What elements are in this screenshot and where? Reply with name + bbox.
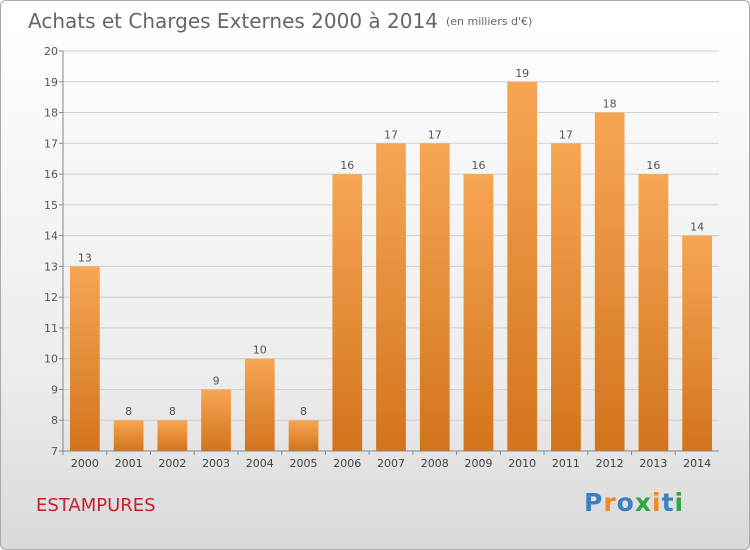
y-tick-label: 17 xyxy=(44,137,58,150)
bar xyxy=(69,266,100,451)
x-tick-label: 2002 xyxy=(158,457,186,470)
y-tick-label: 18 xyxy=(44,107,58,120)
data-label: 19 xyxy=(515,67,529,80)
y-tick-label: 8 xyxy=(51,414,58,427)
logo-letter: i xyxy=(652,488,662,517)
data-label: 18 xyxy=(603,98,617,111)
y-tick-label: 10 xyxy=(44,353,58,366)
bar xyxy=(419,143,450,452)
x-tick-label: 2005 xyxy=(290,457,318,470)
y-tick-label: 12 xyxy=(44,291,58,304)
y-tick-label: 20 xyxy=(44,45,58,58)
data-label: 16 xyxy=(340,159,354,172)
bar xyxy=(463,174,494,452)
logo-letter: i xyxy=(674,488,685,517)
y-tick-label: 16 xyxy=(44,168,58,181)
data-label: 16 xyxy=(471,159,485,172)
bar xyxy=(244,358,275,451)
x-tick-label: 2007 xyxy=(377,457,405,470)
x-tick-label: 2001 xyxy=(115,457,143,470)
x-tick-label: 2004 xyxy=(246,457,274,470)
x-tick-label: 2014 xyxy=(683,457,711,470)
logo-letter: o xyxy=(616,488,635,517)
x-tick-label: 2006 xyxy=(333,457,361,470)
bar xyxy=(113,420,144,451)
logo-letter: t xyxy=(661,488,675,517)
data-label: 17 xyxy=(559,128,573,141)
x-tick-label: 2010 xyxy=(508,457,536,470)
x-tick-label: 2009 xyxy=(464,457,492,470)
y-tick-label: 13 xyxy=(44,260,58,273)
x-tick-label: 2013 xyxy=(639,457,667,470)
logo-letter: x xyxy=(634,488,652,517)
y-tick-label: 15 xyxy=(44,199,58,212)
data-label: 8 xyxy=(300,405,307,418)
y-tick-label: 9 xyxy=(51,383,58,396)
data-label: 8 xyxy=(125,405,132,418)
bar xyxy=(332,174,363,452)
y-tick-label: 11 xyxy=(44,322,58,335)
bar xyxy=(507,81,538,452)
chart-title: Achats et Charges Externes 2000 à 2014 (e… xyxy=(28,9,532,33)
x-tick-label: 2003 xyxy=(202,457,230,470)
data-label: 8 xyxy=(169,405,176,418)
x-tick-label: 2012 xyxy=(596,457,624,470)
data-label: 17 xyxy=(384,128,398,141)
bar xyxy=(157,420,188,451)
bar xyxy=(682,235,713,451)
bar xyxy=(288,420,319,451)
x-tick-label: 2008 xyxy=(421,457,449,470)
bar xyxy=(376,143,406,452)
x-tick-label: 2011 xyxy=(552,457,580,470)
bar xyxy=(594,112,625,452)
data-label: 9 xyxy=(213,374,220,387)
unit-label: (en milliers d'€) xyxy=(445,15,533,28)
data-label: 14 xyxy=(690,221,704,234)
bar xyxy=(638,174,669,452)
x-tick-label: 2000 xyxy=(71,457,99,470)
bar xyxy=(551,143,581,452)
data-label: 17 xyxy=(428,128,442,141)
data-label: 13 xyxy=(78,251,92,264)
y-tick-label: 19 xyxy=(44,76,58,89)
data-label: 16 xyxy=(646,159,660,172)
location-label: ESTAMPURES xyxy=(36,495,156,516)
chart-title-text: Achats et Charges Externes 2000 à 2014 xyxy=(28,9,438,33)
y-tick-label: 7 xyxy=(51,445,58,458)
proxiti-logo: Proxiti xyxy=(584,488,684,517)
data-label: 10 xyxy=(253,344,267,357)
logo-letter: P xyxy=(584,488,604,517)
logo-letter: r xyxy=(603,488,617,517)
y-tick-label: 14 xyxy=(44,230,58,243)
bar xyxy=(201,389,231,451)
